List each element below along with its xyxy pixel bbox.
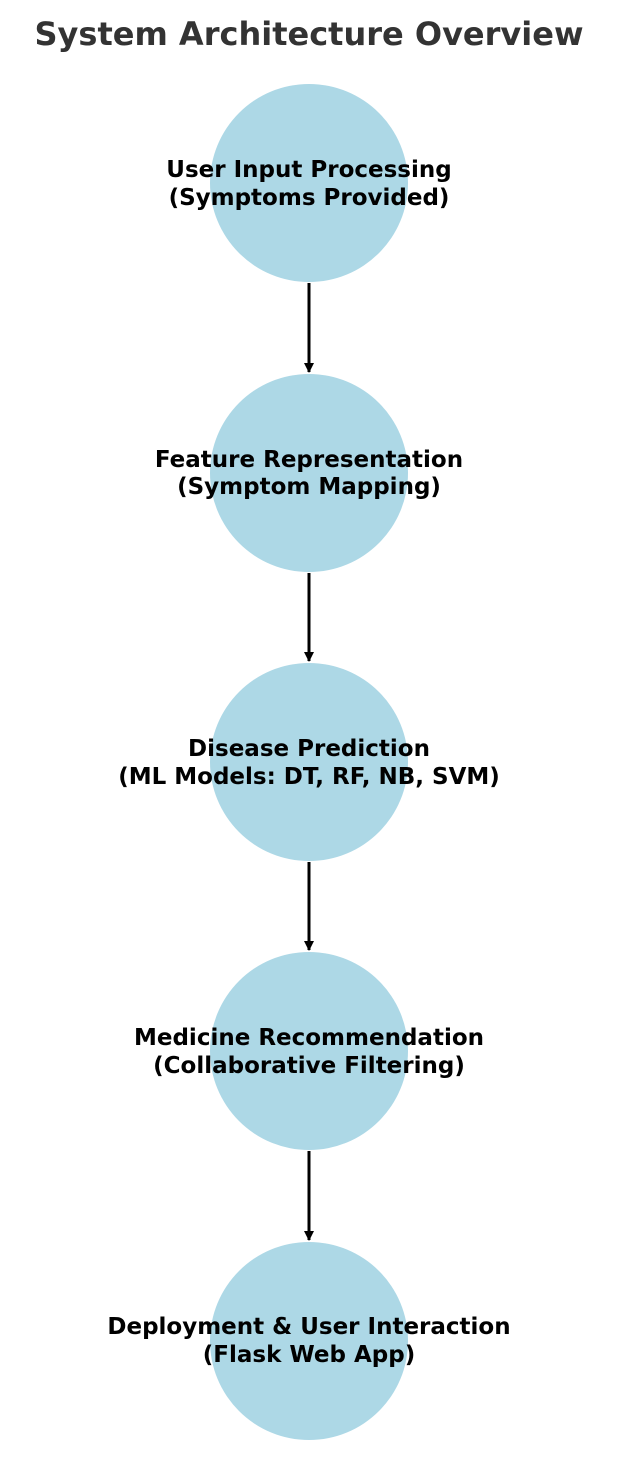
node-label-line1: Medicine Recommendation bbox=[134, 1025, 484, 1051]
node-label-line1: Deployment & User Interaction bbox=[107, 1314, 510, 1340]
node-medicine-recommendation: Medicine Recommendation (Collaborative F… bbox=[134, 952, 484, 1150]
node-circle bbox=[210, 84, 408, 282]
node-label-line1: User Input Processing bbox=[166, 157, 451, 183]
diagram-title: System Architecture Overview bbox=[34, 15, 584, 53]
node-user-input-processing: User Input Processing (Symptoms Provided… bbox=[166, 84, 452, 282]
node-circle bbox=[210, 952, 408, 1150]
node-label-line2: (Symptoms Provided) bbox=[169, 185, 450, 211]
node-disease-prediction: Disease Prediction (ML Models: DT, RF, N… bbox=[118, 663, 500, 861]
node-label-line2: (Symptom Mapping) bbox=[177, 474, 441, 500]
node-label-line1: Feature Representation bbox=[155, 447, 463, 473]
node-label-line2: (Flask Web App) bbox=[203, 1342, 415, 1368]
node-deployment-user-interaction: Deployment & User Interaction (Flask Web… bbox=[107, 1242, 511, 1440]
node-feature-representation: Feature Representation (Symptom Mapping) bbox=[155, 374, 463, 572]
node-label-line1: Disease Prediction bbox=[188, 736, 430, 762]
node-circle bbox=[210, 1242, 408, 1440]
node-label-line2: (Collaborative Filtering) bbox=[153, 1053, 465, 1079]
node-circle bbox=[210, 663, 408, 861]
node-label-line2: (ML Models: DT, RF, NB, SVM) bbox=[118, 764, 500, 790]
node-circle bbox=[210, 374, 408, 572]
